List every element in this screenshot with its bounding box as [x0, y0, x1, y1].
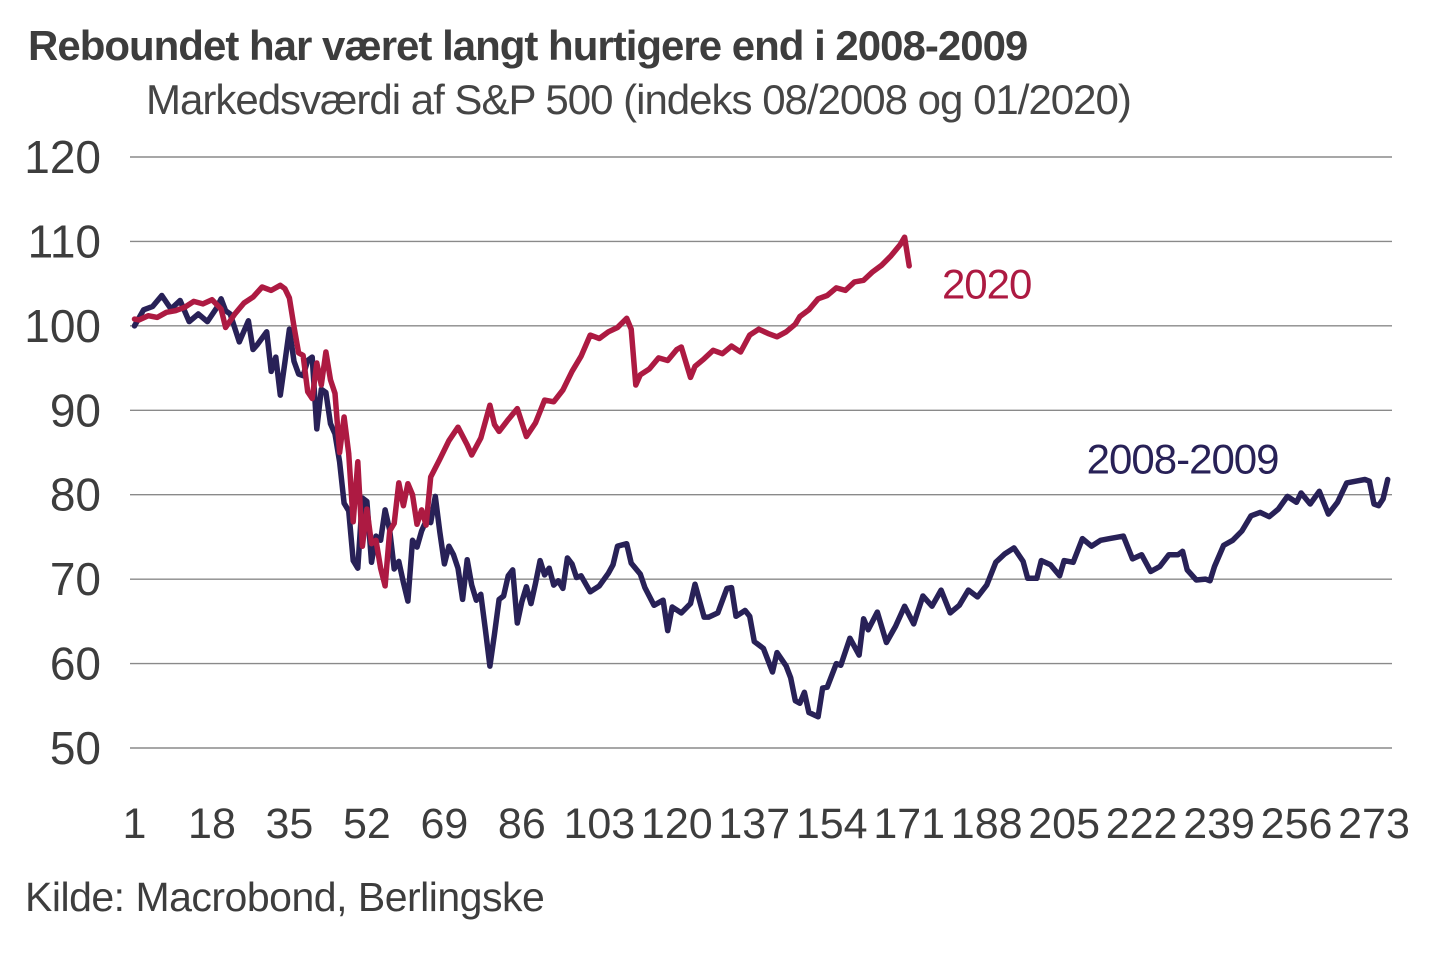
y-tick-label: 110: [28, 215, 101, 267]
source-note: Kilde: Macrobond, Berlingske: [25, 874, 545, 920]
x-tick-label: 154: [796, 800, 868, 848]
series-line-2020: [131, 234, 912, 589]
chart-title: Reboundet har været langt hurtigere end …: [28, 22, 1028, 69]
x-tick-label: 86: [498, 800, 546, 848]
x-tick-label: 256: [1261, 800, 1333, 848]
x-tick-label: 120: [641, 800, 713, 848]
x-tick-label: 18: [188, 800, 236, 848]
y-tick-label: 100: [24, 300, 101, 352]
x-tick-label: 52: [343, 800, 391, 848]
x-tick-label: 137: [718, 800, 790, 848]
x-tick-label: 273: [1338, 800, 1410, 848]
x-tick-label: 35: [266, 800, 314, 848]
x-tick-label: 222: [1106, 800, 1178, 848]
x-tick-label: 69: [420, 800, 468, 848]
y-tick-label: 90: [50, 384, 101, 436]
chart-subtitle: Markedsværdi af S&P 500 (indeks 08/2008 …: [146, 76, 1132, 123]
y-tick-label: 80: [50, 469, 101, 521]
x-tick-label: 205: [1028, 800, 1100, 848]
y-tick-label: 70: [50, 553, 101, 605]
series-label-2008-2009: 2008-2009: [1087, 435, 1279, 482]
y-tick-label: 60: [50, 638, 101, 690]
x-tick-label: 239: [1183, 800, 1255, 848]
x-tick-label: 171: [873, 800, 945, 848]
y-tick-label: 120: [24, 131, 101, 183]
y-tick-label: 50: [50, 722, 101, 774]
x-tick-label: 1: [123, 800, 147, 848]
x-tick-label: 103: [563, 800, 635, 848]
series-label-2020: 2020: [942, 261, 1031, 308]
x-tick-label: 188: [951, 800, 1023, 848]
